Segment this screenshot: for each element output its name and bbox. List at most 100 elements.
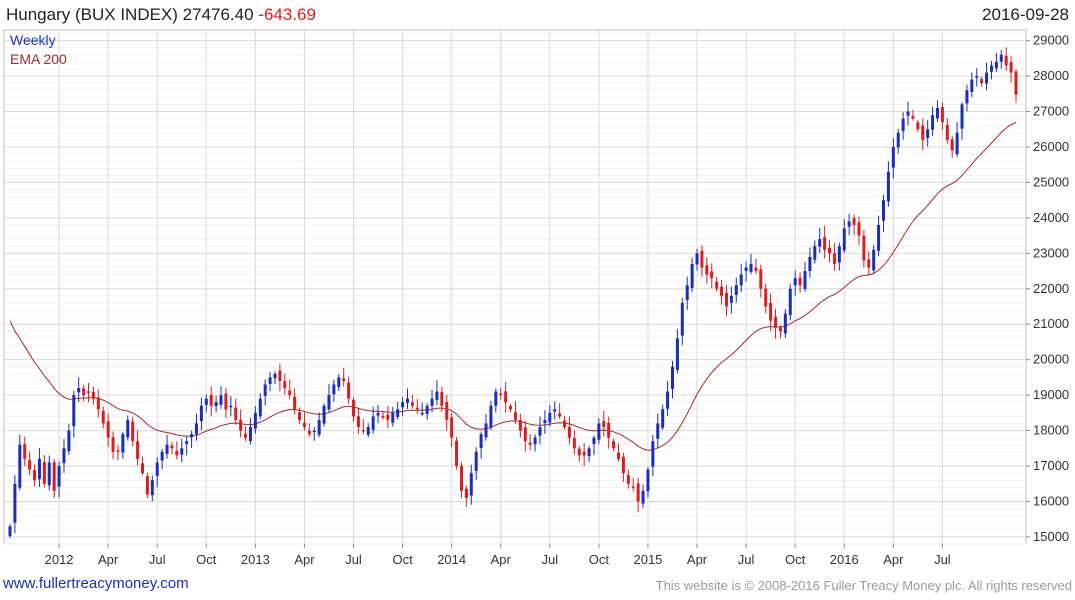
candle-body <box>769 303 773 321</box>
candle-body <box>965 90 969 104</box>
candle-body <box>469 473 473 496</box>
candle-body <box>985 72 989 84</box>
candle-body <box>636 483 640 502</box>
candle-body <box>180 448 184 455</box>
candle-body <box>445 401 449 420</box>
candle-body <box>57 466 61 487</box>
candle-body <box>621 456 625 474</box>
candle-body <box>140 463 144 474</box>
candle-body <box>592 437 596 444</box>
y-tick-label: 26000 <box>1033 139 1069 154</box>
x-tick-label: Jul <box>345 552 362 567</box>
candle-body <box>504 391 508 403</box>
x-tick-label: Jul <box>738 552 755 567</box>
chart-date: 2016-09-28 <box>982 5 1069 24</box>
site-link[interactable]: www.fullertreacymoney.com <box>3 575 189 592</box>
candle-body <box>837 246 841 263</box>
candle-body <box>690 263 694 288</box>
candle-body <box>401 402 405 408</box>
candle-body <box>720 286 724 296</box>
candle-body <box>607 422 611 438</box>
candle-body <box>641 490 645 504</box>
candle-body <box>724 292 728 307</box>
candle-body <box>111 437 115 452</box>
candle-body <box>209 394 213 406</box>
candle-body <box>253 412 257 429</box>
candle-body <box>131 421 135 442</box>
candle-body <box>518 419 522 431</box>
candle-body <box>165 444 169 454</box>
y-tick-label: 16000 <box>1033 493 1069 508</box>
y-tick-label: 15000 <box>1033 529 1069 544</box>
candle-body <box>376 412 380 416</box>
candle-body <box>435 391 439 400</box>
candle-body <box>381 415 385 418</box>
candle-body <box>293 396 297 410</box>
candle-body <box>155 462 159 476</box>
copyright-text: This website is © 2008-2016 Fuller Treac… <box>655 578 1072 593</box>
title-change: -643.69 <box>258 5 316 24</box>
candle-body <box>847 221 851 227</box>
candle-body <box>548 412 552 423</box>
candle-body <box>960 104 964 129</box>
candle-body <box>612 441 616 449</box>
candle-body <box>916 122 920 130</box>
candle-body <box>33 469 37 481</box>
candle-body <box>371 416 375 430</box>
candle-body <box>533 437 537 445</box>
candle-body <box>87 391 91 393</box>
candle-body <box>312 430 316 433</box>
candle-body <box>558 413 562 417</box>
candle-body <box>396 409 400 417</box>
candle-body <box>543 419 547 424</box>
candle-body <box>739 274 743 286</box>
candle-body <box>700 250 704 268</box>
candle-body <box>185 441 189 445</box>
y-tick-label: 22000 <box>1033 281 1069 296</box>
candle-body <box>47 462 51 486</box>
x-tick-label: Oct <box>589 552 610 567</box>
x-tick-label: 2013 <box>241 552 270 567</box>
candle-body <box>1014 71 1018 95</box>
candle-body <box>970 79 974 92</box>
candle-body <box>37 458 41 480</box>
candle-body <box>410 402 414 406</box>
candle-body <box>896 132 900 148</box>
candle-body <box>764 288 768 307</box>
candle-body <box>415 407 419 410</box>
candle-body <box>77 388 81 393</box>
candle-body <box>685 285 689 301</box>
candle-body <box>352 399 356 417</box>
candle-body <box>136 441 140 459</box>
candle-body <box>67 430 71 452</box>
candle-body <box>430 398 434 406</box>
candle-body <box>695 253 699 265</box>
candle-body <box>680 302 684 336</box>
candle-body <box>509 405 513 410</box>
candle-body <box>361 429 365 432</box>
x-tick-label: Apr <box>294 552 315 567</box>
x-tick-label: Apr <box>491 552 512 567</box>
x-tick-label: Apr <box>687 552 708 567</box>
candle-body <box>705 265 709 275</box>
candles <box>8 47 1018 539</box>
y-tick-label: 27000 <box>1033 104 1069 119</box>
candle-body <box>327 395 331 410</box>
candle-body <box>744 267 748 271</box>
candle-body <box>626 474 630 484</box>
y-tick-label: 25000 <box>1033 174 1069 189</box>
candle-body <box>602 421 606 428</box>
candle-body <box>867 259 871 268</box>
candle-body <box>145 476 149 495</box>
x-tick-label: Apr <box>98 552 119 567</box>
candle-body <box>420 412 424 415</box>
x-tick-label: Oct <box>196 552 217 567</box>
candle-body <box>872 249 876 271</box>
candle-body <box>283 381 287 389</box>
candle-body <box>749 263 753 272</box>
candle-body <box>989 65 993 72</box>
y-tick-label: 18000 <box>1033 423 1069 438</box>
candle-body <box>675 338 679 370</box>
chart-title: Hungary (BUX INDEX) 27476.40 -643.69 <box>6 5 316 25</box>
